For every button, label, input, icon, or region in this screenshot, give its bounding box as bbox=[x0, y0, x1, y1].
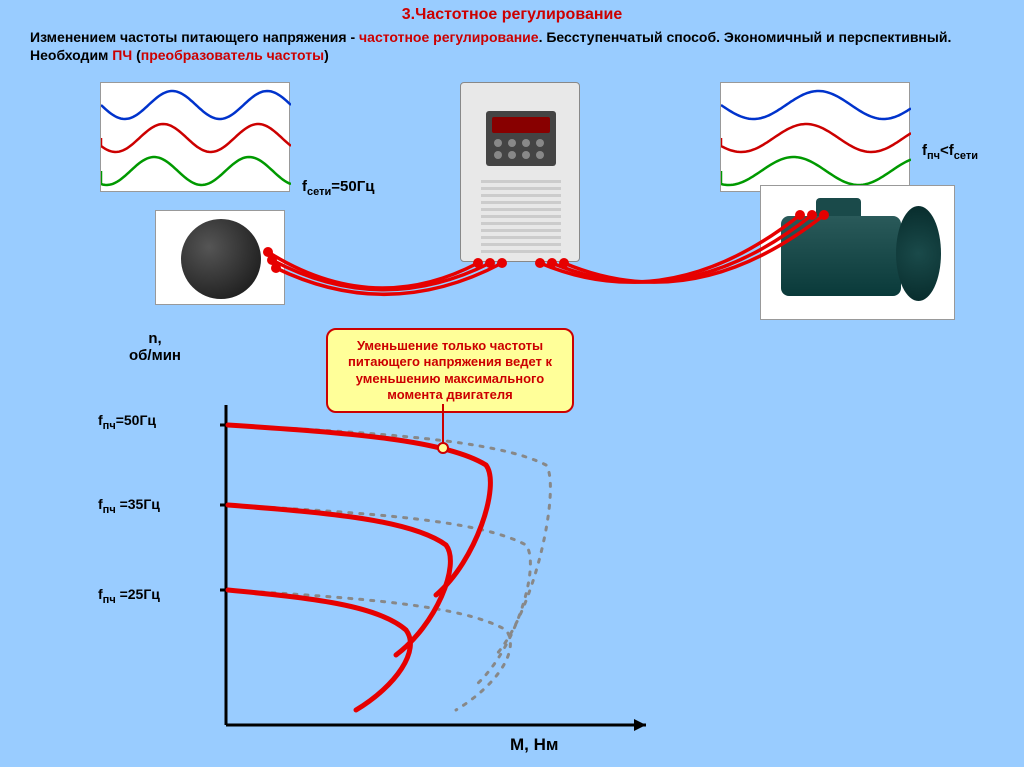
f35-sub: пч bbox=[103, 504, 116, 516]
axis-y2: об/мин bbox=[129, 347, 181, 364]
label-fpch-lt: fпч<fсети bbox=[922, 142, 978, 162]
vfd-btn bbox=[494, 139, 502, 147]
label-f50: fпч=50Гц bbox=[98, 412, 156, 432]
label-fseti: fсети=50Гц bbox=[302, 178, 374, 198]
vfd-vents bbox=[481, 178, 561, 253]
label-f35: fпч =35Гц bbox=[98, 496, 160, 516]
callout-text: Уменьшение только частоты питающего напр… bbox=[348, 338, 552, 402]
intro-red2: ПЧ bbox=[112, 47, 132, 63]
axis-y-label: n, об/мин bbox=[120, 330, 190, 365]
callout-box: Уменьшение только частоты питающего напр… bbox=[326, 328, 574, 413]
f50-val: =50Гц bbox=[116, 412, 156, 428]
intro-p1: Изменением частоты питающего напряжения … bbox=[30, 29, 359, 45]
page-title: 3.Частотное регулирование bbox=[0, 0, 1024, 24]
axis-y1: n, bbox=[148, 330, 161, 347]
vfd-device bbox=[460, 82, 580, 262]
intro-red3: преобразователь частоты bbox=[141, 47, 324, 63]
f25-val: =25Гц bbox=[116, 586, 160, 602]
vfd-display bbox=[492, 117, 550, 133]
vfd-btn bbox=[494, 151, 502, 159]
vfd-panel bbox=[486, 111, 556, 166]
motor bbox=[760, 185, 955, 320]
f25-sub: пч bbox=[103, 594, 116, 606]
torque-speed-graph bbox=[216, 405, 656, 735]
f35-val: =35Гц bbox=[116, 496, 160, 512]
motor-flange bbox=[896, 206, 941, 301]
vfd-btn bbox=[522, 151, 530, 159]
vfd-btn bbox=[508, 151, 516, 159]
title-num: 3. bbox=[402, 6, 415, 23]
axis-x-label: M, Нм bbox=[510, 735, 558, 755]
fseti-val: =50Гц bbox=[331, 178, 374, 195]
title-text: Частотное регулирование bbox=[415, 6, 622, 23]
vfd-btn bbox=[536, 139, 544, 147]
wave-left-svg bbox=[101, 83, 291, 193]
fseti-sub2: сети bbox=[954, 150, 978, 162]
power-source bbox=[155, 210, 285, 305]
lt: < bbox=[940, 142, 949, 159]
wave-right-svg bbox=[721, 83, 911, 193]
motor-body bbox=[781, 216, 901, 296]
power-inner bbox=[181, 219, 261, 299]
vfd-btn bbox=[508, 139, 516, 147]
fseti-sub: сети bbox=[307, 186, 331, 198]
label-f25: fпч =25Гц bbox=[98, 586, 160, 606]
vfd-btn bbox=[522, 139, 530, 147]
intro-text: Изменением частоты питающего напряжения … bbox=[0, 24, 1024, 64]
intro-red1: частотное регулирование bbox=[359, 29, 539, 45]
fpch-sub: пч bbox=[927, 150, 940, 162]
vfd-btn bbox=[536, 151, 544, 159]
f50-sub: пч bbox=[103, 420, 116, 432]
wave-left-panel bbox=[100, 82, 290, 192]
intro-p4: ) bbox=[324, 47, 329, 63]
intro-p3: ( bbox=[132, 47, 141, 63]
wave-right-panel bbox=[720, 82, 910, 192]
